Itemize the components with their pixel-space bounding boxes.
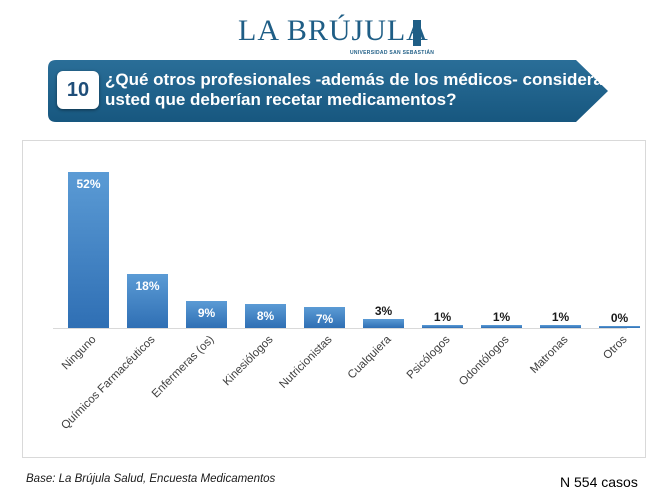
- data-label-9: 0%: [611, 311, 629, 325]
- bar-9: [599, 326, 640, 328]
- sample-size: N 554 casos: [560, 474, 638, 490]
- chart-area: 52% Ninguno 18% Químicos Farmacéuticos 9% Enf…: [22, 140, 646, 458]
- data-label-8: 1%: [552, 310, 570, 324]
- logo-name: LA BRÚJULA: [238, 14, 429, 47]
- bar-1: [127, 274, 168, 328]
- bar-6: [422, 325, 463, 328]
- logo-badge: [413, 20, 421, 46]
- data-label-5: 3%: [375, 304, 393, 318]
- category-label-5: Cualquiera: [346, 333, 394, 381]
- category-label-3: Kinesiólogos: [221, 333, 276, 388]
- data-label-7: 1%: [493, 310, 511, 324]
- question-text: ¿Qué otros profesionales -además de los …: [105, 70, 603, 109]
- category-label-9: Otros: [601, 333, 630, 362]
- category-label-4: Nutricionistas: [277, 333, 334, 390]
- bar-5: [363, 319, 404, 328]
- category-label-6: Psicólogos: [405, 333, 453, 381]
- bar-0: [68, 172, 109, 328]
- data-label-6: 1%: [434, 310, 452, 324]
- banner-shape: [48, 60, 608, 122]
- data-label-0: 52%: [76, 177, 100, 191]
- bar-2: [186, 301, 227, 328]
- logo: LA BRÚJULA UNIVERSIDAD SAN SEBASTIÁN: [238, 10, 438, 60]
- bar-7: [481, 325, 522, 328]
- logo-subtitle: UNIVERSIDAD SAN SEBASTIÁN: [350, 50, 435, 56]
- data-label-1: 18%: [135, 279, 159, 293]
- question-banner: 10 ¿Qué otros profesionales -además de l…: [48, 60, 608, 122]
- data-label-2: 9%: [198, 306, 216, 320]
- bar-8: [540, 325, 581, 328]
- category-label-7: Odontólogos: [457, 333, 512, 388]
- category-label-0: Ninguno: [60, 334, 99, 373]
- bar-3: [245, 304, 286, 328]
- bar-chart: 52% Ninguno 18% Químicos Farmacéuticos 9% Enf…: [53, 172, 640, 432]
- question-number: 10: [57, 71, 99, 109]
- category-label-2: Enfermeras (os): [150, 334, 217, 401]
- source-note: Base: La Brújula Salud, Encuesta Medicam…: [26, 473, 276, 485]
- category-label-8: Matronas: [528, 333, 571, 376]
- data-label-4: 7%: [316, 312, 334, 326]
- data-label-3: 8%: [257, 309, 275, 323]
- category-label-1: Químicos Farmacéuticos: [59, 333, 158, 432]
- bar-4: [304, 307, 345, 328]
